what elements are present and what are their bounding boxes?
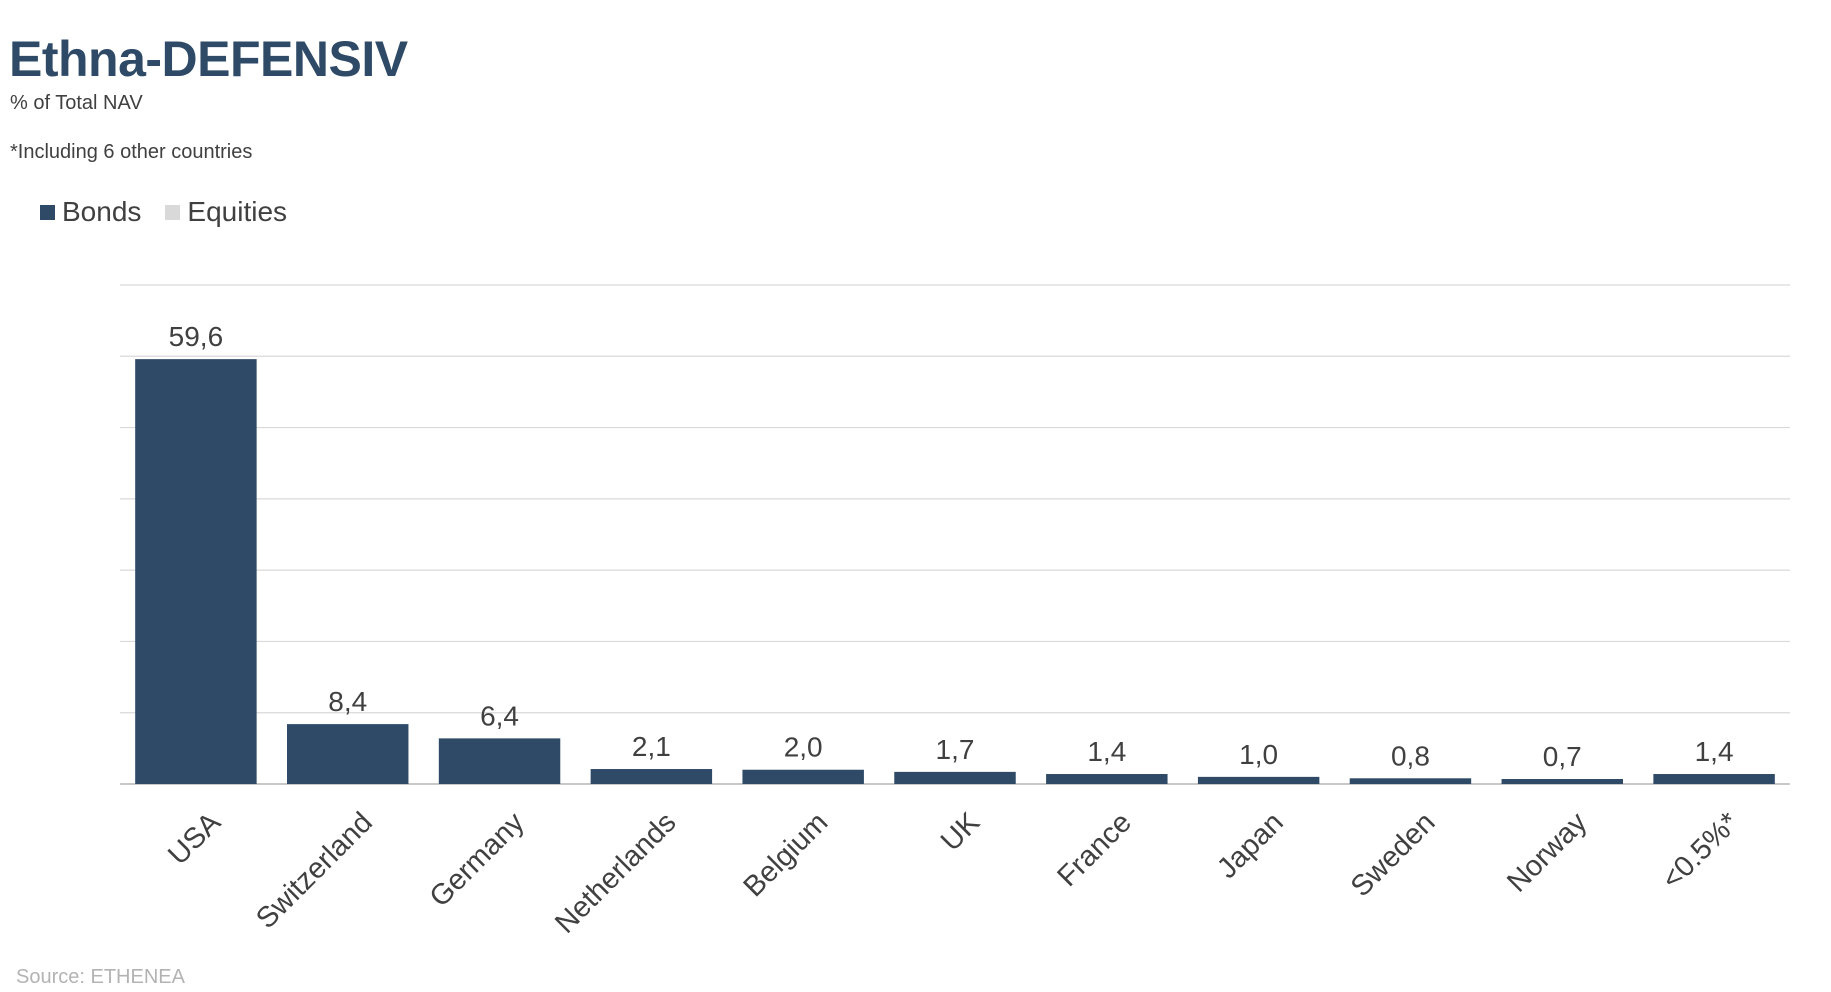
bar-4 [742, 769, 864, 784]
x-tick-label-7: Japan [1211, 806, 1289, 884]
x-tick-label-10: <0.5%* [1656, 806, 1745, 895]
data-label-4: 2,0 [784, 732, 823, 763]
x-tick-label-4: Belgium [738, 806, 835, 903]
data-label-0: 59,6 [169, 321, 224, 352]
chart-title: Ethna-DEFENSIV [9, 31, 408, 87]
data-label-10: 1,4 [1695, 736, 1734, 767]
bar-3 [590, 769, 713, 784]
bar-10 [1653, 774, 1775, 784]
data-label-2: 6,4 [480, 700, 519, 731]
x-tick-label-9: Norway [1501, 806, 1593, 898]
data-label-7: 1,0 [1239, 739, 1278, 770]
data-label-8: 0,8 [1391, 740, 1430, 771]
bar-6 [1046, 774, 1168, 784]
x-tick-label-3: Netherlands [549, 806, 682, 939]
legend-item-bonds: Bonds [40, 196, 141, 228]
x-tick-label-8: Sweden [1345, 806, 1442, 903]
legend-swatch-equities [165, 204, 181, 220]
x-tick-label-6: France [1051, 806, 1137, 892]
source-note: Source: ETHENEA [16, 966, 185, 988]
bar-9 [1501, 779, 1623, 784]
data-label-6: 1,4 [1087, 736, 1126, 767]
data-label-9: 0,7 [1543, 741, 1582, 772]
bar-5 [894, 771, 1016, 784]
bar-1 [287, 724, 409, 784]
bar-8 [1349, 778, 1472, 784]
legend: Bonds Equities [40, 196, 311, 228]
legend-label-equities: Equities [187, 196, 288, 227]
bar-2 [438, 738, 561, 784]
legend-label-bonds: Bonds [62, 196, 142, 227]
data-label-1: 8,4 [328, 686, 367, 717]
bar-7 [1197, 776, 1320, 784]
data-label-5: 1,7 [936, 734, 975, 765]
x-tick-label-1: Switzerland [250, 806, 379, 935]
chart-footnote: *Including 6 other countries [10, 141, 253, 163]
data-label-3: 2,1 [632, 731, 671, 762]
legend-item-equities: Equities [165, 196, 287, 228]
chart-subtitle: % of Total NAV [10, 92, 143, 114]
bar-0 [135, 359, 257, 784]
legend-swatch-bonds [40, 204, 55, 220]
x-tick-label-0: USA [162, 806, 227, 871]
x-tick-label-2: Germany [424, 806, 531, 913]
x-tick-label-5: UK [935, 806, 987, 858]
